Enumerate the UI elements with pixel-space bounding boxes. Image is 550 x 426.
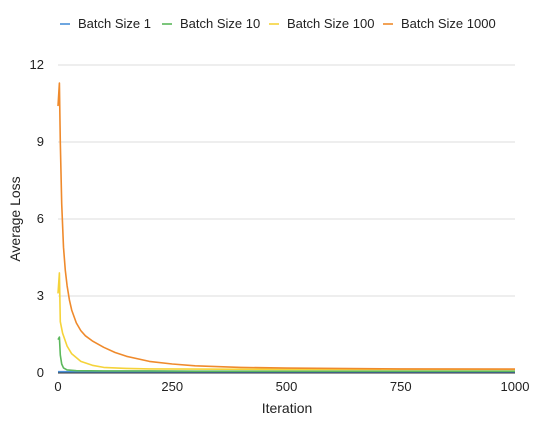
x-axis-title: Iteration (262, 400, 313, 416)
y-tick-label: 6 (37, 211, 44, 226)
series-line-3 (57, 272, 515, 371)
y-tick-label: 3 (37, 288, 44, 303)
y-tick-label: 0 (37, 365, 44, 380)
x-tick-label: 500 (276, 379, 298, 394)
legend-label: Batch Size 10 (180, 16, 260, 31)
legend-label: Batch Size 1000 (401, 16, 496, 31)
legend-label: Batch Size 1 (78, 16, 151, 31)
grid (58, 64, 515, 297)
axes: 0 3 6 9 12 0 250 500 750 1000 (30, 57, 530, 394)
y-axis-title: Average Loss (7, 176, 23, 261)
x-tick-label: 250 (161, 379, 183, 394)
x-tick-label: 0 (54, 379, 61, 394)
y-tick-label: 12 (30, 57, 44, 72)
series-line-4 (57, 82, 516, 370)
x-tick-label: 750 (390, 379, 412, 394)
series-lines (57, 82, 516, 373)
legend: Batch Size 1 Batch Size 10 Batch Size 100 B… (60, 16, 496, 31)
x-tick-label: 1000 (501, 379, 530, 394)
y-tick-label: 9 (37, 134, 44, 149)
legend-label: Batch Size 100 (287, 16, 374, 31)
series-line-2 (57, 336, 515, 373)
